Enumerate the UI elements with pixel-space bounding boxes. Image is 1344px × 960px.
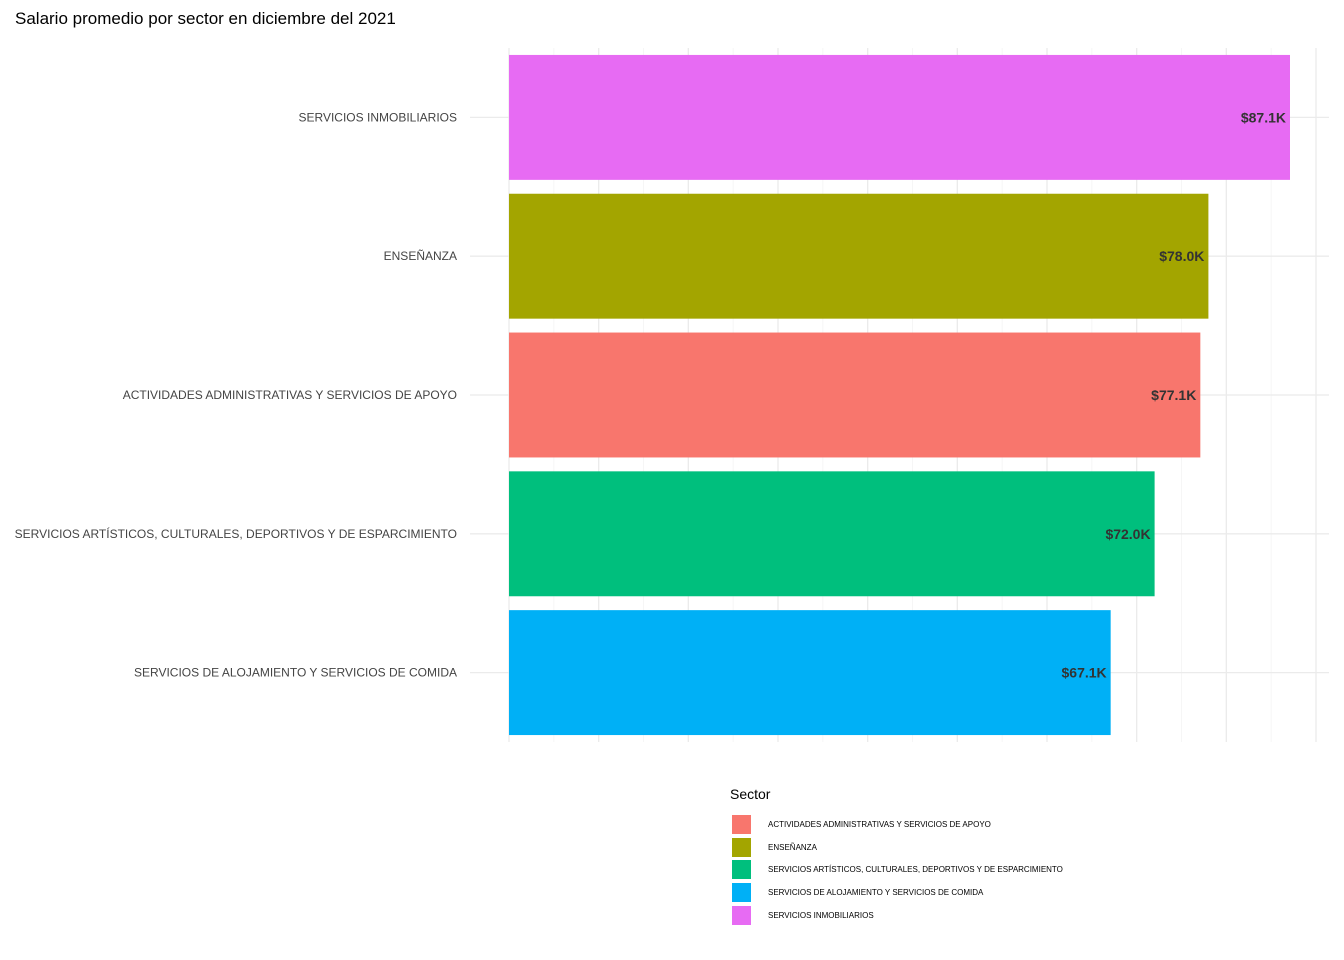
category-tick-label: SERVICIOS INMOBILIARIOS xyxy=(299,110,457,124)
bar xyxy=(509,193,1209,319)
category-tick-label: ENSEÑANZA xyxy=(384,249,457,263)
bar xyxy=(509,332,1201,458)
legend-label: ENSEÑANZA xyxy=(768,842,817,852)
category-tick-label: SERVICIOS ARTÍSTICOS, CULTURALES, DEPORT… xyxy=(15,526,457,541)
legend-item: ENSEÑANZA xyxy=(730,836,1063,859)
bar xyxy=(509,610,1111,736)
legend-item: SERVICIOS INMOBILIARIOS xyxy=(730,904,1063,927)
legend-label: SERVICIOS INMOBILIARIOS xyxy=(768,911,874,921)
legend-key-swatch xyxy=(732,906,751,926)
data-label: $87.1K xyxy=(1241,109,1286,125)
legend: Sector ACTIVIDADES ADMINISTRATIVAS Y SER… xyxy=(730,786,1063,927)
bar xyxy=(509,471,1155,597)
legend-key-swatch xyxy=(732,883,751,903)
legend-label: SERVICIOS ARTÍSTICOS, CULTURALES, DEPORT… xyxy=(768,865,1063,875)
data-label: $77.1K xyxy=(1151,387,1196,403)
chart-title: Salario promedio por sector en diciembre… xyxy=(15,9,396,28)
data-label: $67.1K xyxy=(1062,665,1107,681)
legend-key-swatch xyxy=(732,837,751,857)
data-label: $72.0K xyxy=(1105,526,1150,542)
data-label: $78.0K xyxy=(1159,248,1204,264)
legend-label: SERVICIOS DE ALOJAMIENTO Y SERVICIOS DE … xyxy=(768,888,984,898)
legend-items: ACTIVIDADES ADMINISTRATIVAS Y SERVICIOS … xyxy=(730,813,1063,927)
labels: SERVICIOS INMOBILIARIOS $87.1K ENSEÑANZA $7… xyxy=(15,109,1286,680)
legend-item: ACTIVIDADES ADMINISTRATIVAS Y SERVICIOS … xyxy=(730,813,1063,836)
legend-title: Sector xyxy=(730,786,771,802)
legend-item: SERVICIOS ARTÍSTICOS, CULTURALES, DEPORT… xyxy=(730,859,1063,882)
bars xyxy=(509,54,1290,736)
legend-key-swatch xyxy=(732,814,751,834)
legend-item: SERVICIOS DE ALOJAMIENTO Y SERVICIOS DE … xyxy=(730,881,1063,904)
legend-label: ACTIVIDADES ADMINISTRATIVAS Y SERVICIOS … xyxy=(768,819,991,829)
legend-key-swatch xyxy=(732,860,751,880)
category-tick-label: SERVICIOS DE ALOJAMIENTO Y SERVICIOS DE … xyxy=(134,666,457,680)
bar xyxy=(509,54,1290,180)
category-tick-label: ACTIVIDADES ADMINISTRATIVAS Y SERVICIOS … xyxy=(123,388,457,402)
